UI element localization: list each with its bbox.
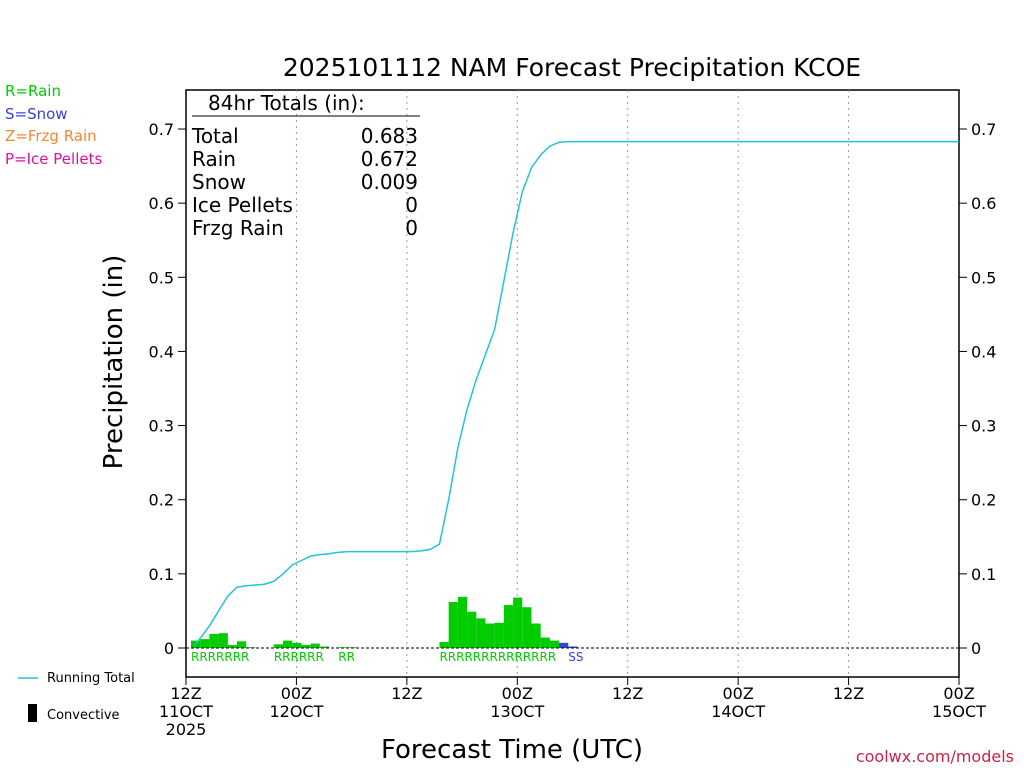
precip-bar <box>246 647 256 648</box>
y-axis-label: Precipitation (in) <box>99 255 129 470</box>
precip-bar <box>448 602 458 648</box>
x-tick-label: 12Z <box>391 684 422 703</box>
precip-bar <box>540 637 550 648</box>
running-total-legend-label: Running Total <box>47 671 135 686</box>
convective-legend-swatch <box>28 704 37 722</box>
y-tick-label-right: 0.7 <box>971 120 996 139</box>
precip-type-letters-run: SS <box>568 650 583 664</box>
precip-bar <box>476 618 486 648</box>
totals-row-label: Snow <box>192 170 246 194</box>
precip-bar <box>457 596 468 648</box>
x-axis-label: Forecast Time (UTC) <box>381 735 643 765</box>
precip-bar <box>513 597 523 648</box>
precip-bar <box>301 645 311 648</box>
totals-row-value: 0 <box>405 216 418 240</box>
precip-bar <box>273 644 284 648</box>
precip-bar <box>227 645 238 648</box>
totals-row-label: Frzg Rain <box>192 216 284 240</box>
precip-bars <box>191 596 578 648</box>
precip-bar <box>531 623 541 648</box>
y-tick-label-left: 0.1 <box>149 565 174 584</box>
precip-type-letters-run: RRRRRRR <box>191 650 249 664</box>
y-tick-label-left: 0.6 <box>149 194 174 213</box>
y-tick-label-right: 0.6 <box>971 194 996 213</box>
y-tick-label-left: 0.2 <box>149 491 174 510</box>
convective-legend-label: Convective <box>47 708 120 723</box>
x-tick-label: 00Z <box>943 684 974 703</box>
x-tick-label: 2025 <box>166 720 207 739</box>
y-tick-label-left: 0 <box>164 639 174 658</box>
x-tick-label: 15OCT <box>932 702 986 721</box>
x-tick-label: 00Z <box>722 684 753 703</box>
precip-type-letters: RRRRRRR RRRRRR RR RRRRRRRRRRRRRR SS <box>191 650 584 664</box>
x-tick-label: 13OCT <box>490 702 544 721</box>
x-tick-label: 12Z <box>170 684 201 703</box>
precip-bar <box>559 642 569 648</box>
totals-row-label: Rain <box>192 147 236 171</box>
precip-type-legend: R=Rain S=Snow Z=Frzg Rain P=Ice Pellets <box>5 82 102 168</box>
precip-bar <box>310 643 320 648</box>
precip-bar <box>218 633 228 648</box>
y-tick-label-left: 0.7 <box>149 120 174 139</box>
precip-bar <box>292 642 302 648</box>
chart-title: 2025101112 NAM Forecast Precipitation KC… <box>283 53 861 82</box>
y-tick-label-left: 0.4 <box>149 342 174 361</box>
totals-row-label: Ice Pellets <box>192 193 293 217</box>
totals-row-value: 0.672 <box>361 147 418 171</box>
precip-bar <box>568 646 578 648</box>
totals-header: 84hr Totals (in): <box>208 91 365 115</box>
plot-frame <box>185 89 960 678</box>
y-tick-label-left: 0.3 <box>149 417 174 436</box>
y-tick-label-right: 0.1 <box>971 565 996 584</box>
legend-snow: S=Snow <box>5 105 68 123</box>
legend-rain: R=Rain <box>5 82 61 100</box>
x-tick-label: 00Z <box>502 684 533 703</box>
precip-bar <box>319 646 330 648</box>
y-axis-ticks: 0 00.1 0.10.2 0.20.3 0.30.4 0.40.5 0.50.6 0.60.… <box>149 120 997 658</box>
running-total-line <box>193 140 959 647</box>
x-tick-label: 12OCT <box>269 702 323 721</box>
x-tick-label: 12Z <box>612 684 643 703</box>
precip-bar <box>522 607 532 648</box>
precip-bar <box>283 640 293 648</box>
precip-bar <box>485 623 495 648</box>
legend-ice-pellets: P=Ice Pellets <box>5 150 102 168</box>
precip-type-letters-run: RRRRRR <box>274 650 324 664</box>
precip-bar <box>467 611 477 648</box>
y-tick-label-right: 0.2 <box>971 491 996 510</box>
precip-bar <box>209 633 219 648</box>
totals-row-label: Total <box>191 124 239 148</box>
precip-type-letters-run: RR <box>338 650 355 664</box>
watermark-text: coolwx.com/models <box>856 747 1014 766</box>
precip-bar <box>200 639 210 648</box>
y-tick-label-right: 0.4 <box>971 342 996 361</box>
precip-bar <box>237 641 247 648</box>
x-tick-label: 14OCT <box>711 702 765 721</box>
legend-frzg-rain: Z=Frzg Rain <box>5 127 97 145</box>
precip-type-letters-run: RRRRRRRRRRRRRR <box>439 650 556 664</box>
precip-bar <box>439 642 449 648</box>
vertical-grid-lines <box>295 90 850 677</box>
y-tick-label-right: 0.5 <box>971 268 996 287</box>
totals-row-value: 0 <box>405 193 418 217</box>
y-tick-label-right: 0.3 <box>971 417 996 436</box>
totals-row-value: 0.683 <box>361 124 418 148</box>
series-legend: Running Total Convective <box>18 671 135 723</box>
totals-row-value: 0.009 <box>361 170 418 194</box>
precip-bar <box>503 604 514 648</box>
precip-bar <box>494 622 504 648</box>
totals-box: 84hr Totals (in): Total 0.683 Rain 0.672 Sno… <box>191 91 420 240</box>
y-tick-label-left: 0.5 <box>149 268 174 287</box>
y-tick-label-right: 0 <box>971 639 981 658</box>
x-tick-label: 12Z <box>833 684 864 703</box>
x-tick-label: 11OCT <box>159 702 213 721</box>
precip-bar <box>549 640 560 648</box>
x-tick-label: 00Z <box>281 684 312 703</box>
